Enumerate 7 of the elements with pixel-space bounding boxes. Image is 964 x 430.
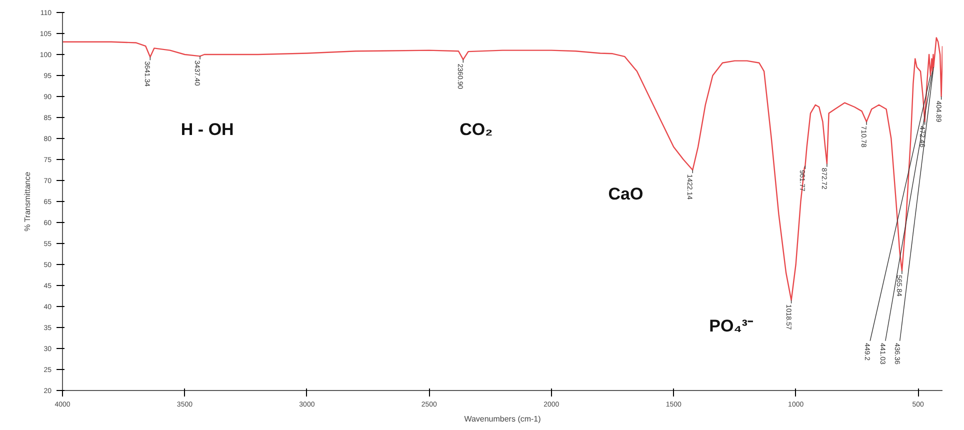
annotation: H - OH [180, 120, 234, 140]
x-axis-title: Wavenumbers (cm-1) [464, 414, 542, 424]
annotation: CO₂ [460, 120, 493, 140]
line-series [62, 37, 942, 301]
annotation: CaO [608, 184, 644, 204]
annotation: PO₄³⁻ [709, 316, 754, 336]
y-axis-title: % Transmittance [22, 171, 32, 232]
